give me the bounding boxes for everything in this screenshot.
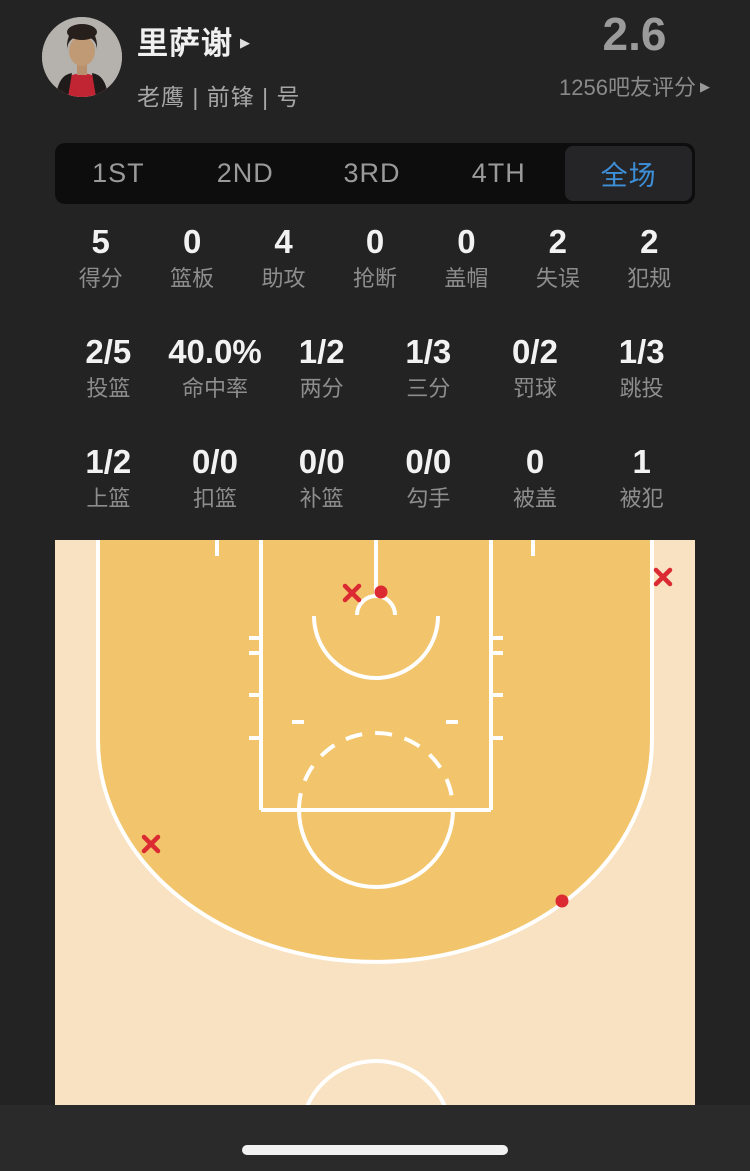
stat-rebounds: 0 篮板 bbox=[170, 223, 215, 292]
stat-ft: 0/2 罚球 bbox=[512, 333, 558, 402]
missed-shot-marker bbox=[342, 583, 362, 603]
missed-shot-marker bbox=[141, 834, 161, 854]
stat-dunk: 0/0 扣篮 bbox=[192, 443, 238, 512]
stat-fouled: 1 被犯 bbox=[619, 443, 664, 512]
home-indicator[interactable] bbox=[242, 1145, 508, 1155]
stat-jumpshot: 1/3 跳投 bbox=[618, 333, 665, 402]
stats-row-basic: 5 得分 0 篮板 4 助攻 0 抢断 0 盖帽 2 失误 2 犯规 bbox=[0, 224, 750, 292]
player-photo bbox=[42, 17, 122, 97]
shot-chart bbox=[55, 540, 695, 1105]
player-header: 里萨谢 ▶ 老鹰 | 前锋 | 号 2.6 1256吧友评分 ▶ bbox=[0, 0, 750, 143]
missed-shot-marker bbox=[653, 567, 673, 587]
stat-blocks: 0 盖帽 bbox=[444, 223, 489, 292]
rating-detail-arrow-icon: ▶ bbox=[700, 79, 710, 94]
stat-fouls: 2 犯规 bbox=[627, 223, 672, 292]
stat-fg: 2/5 投篮 bbox=[85, 333, 132, 402]
stat-fg-pct: 40.0% 命中率 bbox=[168, 333, 262, 402]
player-detail-arrow-icon: ▶ bbox=[240, 34, 250, 50]
stat-steals: 0 抢断 bbox=[352, 223, 397, 292]
shot-markers bbox=[141, 567, 673, 908]
tab-2nd[interactable]: 2ND bbox=[216, 158, 274, 188]
tab-4th[interactable]: 4TH bbox=[471, 158, 526, 188]
made-shot-marker bbox=[555, 894, 569, 908]
stat-turnovers: 2 失误 bbox=[535, 223, 580, 292]
player-name-block[interactable]: 里萨谢 ▶ 老鹰 | 前锋 | 号 bbox=[137, 18, 301, 112]
stat-got-blocked: 0 被盖 bbox=[512, 443, 557, 512]
rating-count-row[interactable]: 1256吧友评分 ▶ bbox=[559, 70, 710, 102]
stat-points: 5 得分 bbox=[78, 223, 123, 292]
stats-row-shot-types: 1/2 上篮 0/0 扣篮 0/0 补篮 0/0 勾手 0 被盖 1 被犯 bbox=[0, 444, 750, 512]
player-team-info: 老鹰 | 前锋 | 号 bbox=[137, 84, 301, 110]
stat-layup: 1/2 上篮 bbox=[85, 443, 132, 512]
stat-hook: 0/0 勾手 bbox=[405, 443, 452, 512]
stat-putback: 0/0 补篮 bbox=[298, 443, 345, 512]
player-avatar[interactable] bbox=[42, 17, 122, 97]
stat-assists: 4 助攻 bbox=[261, 223, 306, 292]
tab-full-game[interactable]: 全场 bbox=[565, 146, 692, 201]
player-name: 里萨谢 bbox=[137, 26, 233, 61]
tab-3rd[interactable]: 3RD bbox=[343, 158, 401, 188]
stat-2pt: 1/2 两分 bbox=[298, 333, 345, 402]
tab-1st[interactable]: 1ST bbox=[92, 158, 145, 188]
rating-count: 1256吧友评分 bbox=[559, 75, 696, 100]
stats-row-shooting: 2/5 投篮 40.0% 命中率 1/2 两分 1/3 三分 0/2 罚球 1/3 跳投 bbox=[0, 334, 750, 402]
rating-block: 2.6 1256吧友评分 ▶ bbox=[559, 10, 710, 102]
stat-3pt: 1/3 三分 bbox=[405, 333, 452, 402]
quarter-tab-bar: 1ST 2ND 3RD 4TH 全场 bbox=[55, 143, 695, 204]
shot-chart-court bbox=[55, 540, 695, 1105]
player-rating: 2.6 bbox=[602, 8, 667, 60]
made-shot-marker bbox=[374, 585, 388, 599]
bottom-bar bbox=[0, 1105, 750, 1171]
